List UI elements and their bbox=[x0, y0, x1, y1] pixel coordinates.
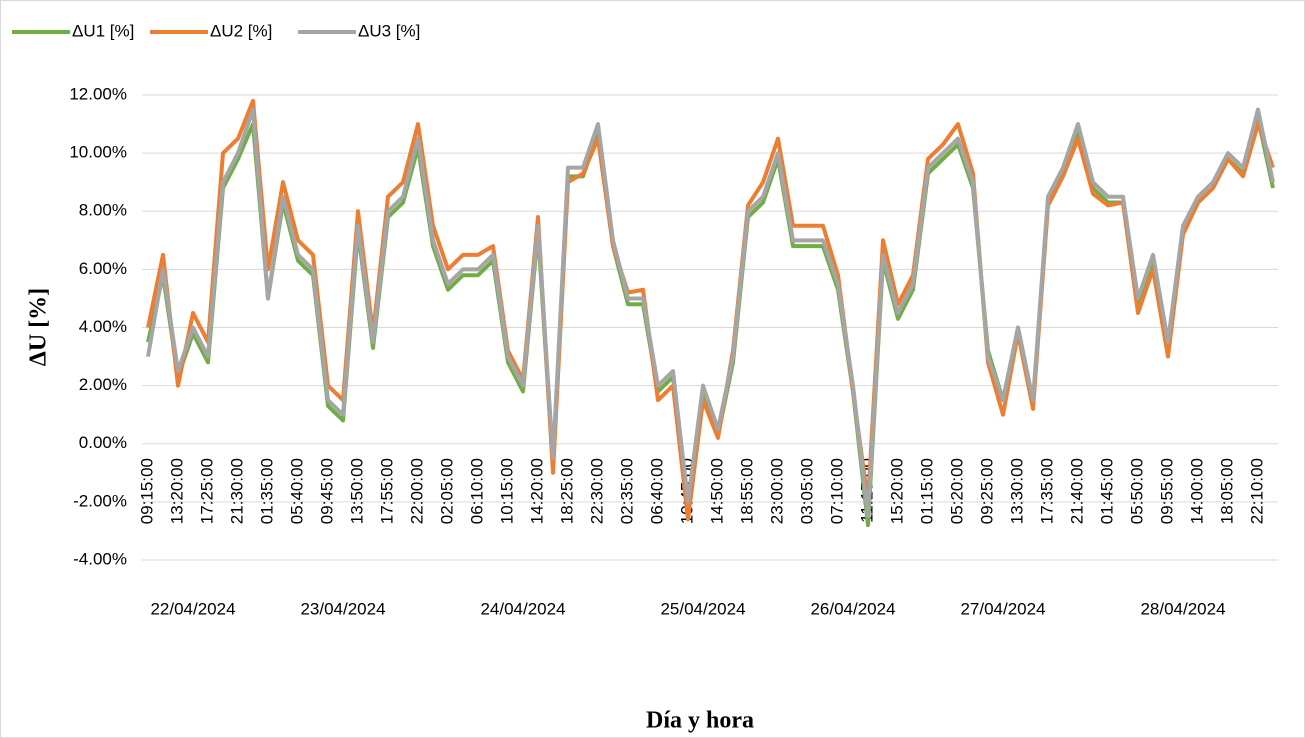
x-tick-label: 22:00:00 bbox=[407, 458, 426, 524]
x-tick-label: 18:25:00 bbox=[557, 458, 576, 524]
x-tick-label: 10:15:00 bbox=[497, 458, 516, 524]
x-tick-label: 02:35:00 bbox=[617, 458, 636, 524]
series-line bbox=[146, 107, 1275, 519]
x-tick-label: 06:10:00 bbox=[467, 458, 486, 524]
x-tick-label: 01:35:00 bbox=[257, 458, 276, 524]
x-tick-label: 03:05:00 bbox=[797, 458, 816, 524]
day-label: 25/04/2024 bbox=[660, 599, 745, 618]
y-tick-label: 12.00% bbox=[69, 84, 127, 103]
x-tick-label: 05:50:00 bbox=[1127, 458, 1146, 524]
x-tick-label: 01:45:00 bbox=[1097, 458, 1116, 524]
x-tick-label: 14:50:00 bbox=[707, 458, 726, 524]
x-tick-label: 05:40:00 bbox=[287, 458, 306, 524]
day-label: 22/04/2024 bbox=[150, 599, 235, 618]
x-tick-label: 05:20:00 bbox=[947, 458, 966, 524]
y-tick-label: -2.00% bbox=[73, 491, 127, 510]
legend-label: ΔU3 [%] bbox=[358, 21, 420, 40]
x-tick-label: 17:55:00 bbox=[377, 458, 396, 524]
x-tick-label: 09:15:00 bbox=[137, 458, 156, 524]
x-tick-label: 22:10:00 bbox=[1247, 458, 1266, 524]
x-tick-label: 13:30:00 bbox=[1007, 458, 1026, 524]
x-tick-label: 17:35:00 bbox=[1037, 458, 1056, 524]
x-tick-label: 14:20:00 bbox=[527, 458, 546, 524]
y-tick-label: 6.00% bbox=[79, 259, 127, 278]
day-label: 28/04/2024 bbox=[1140, 599, 1225, 618]
day-label: 23/04/2024 bbox=[300, 599, 385, 618]
day-label: 26/04/2024 bbox=[810, 599, 895, 618]
day-label: 24/04/2024 bbox=[480, 599, 565, 618]
x-axis-title: Día y hora bbox=[646, 708, 754, 734]
x-tick-label: 18:55:00 bbox=[737, 458, 756, 524]
x-tick-label: 07:10:00 bbox=[827, 458, 846, 524]
day-label: 27/04/2024 bbox=[960, 599, 1045, 618]
y-axis-title: ΔU [%] bbox=[26, 288, 52, 366]
x-tick-label: 23:00:00 bbox=[767, 458, 786, 524]
x-tick-label: 09:55:00 bbox=[1157, 458, 1176, 524]
y-tick-label: 0.00% bbox=[79, 433, 127, 452]
legend-label: ΔU2 [%] bbox=[210, 21, 272, 40]
y-tick-label: 2.00% bbox=[79, 375, 127, 394]
series-line bbox=[146, 98, 1275, 522]
x-tick-label: 21:40:00 bbox=[1067, 458, 1086, 524]
x-tick-label: 01:15:00 bbox=[917, 458, 936, 524]
y-tick-label: 4.00% bbox=[79, 317, 127, 336]
x-tick-label: 06:40:00 bbox=[647, 458, 666, 524]
x-tick-label: 09:25:00 bbox=[977, 458, 996, 524]
x-tick-label: 14:00:00 bbox=[1187, 458, 1206, 524]
x-tick-label: 09:45:00 bbox=[317, 458, 336, 524]
x-tick-label: 21:30:00 bbox=[227, 458, 246, 524]
x-tick-label: 15:20:00 bbox=[887, 458, 906, 524]
x-tick-label: 22:30:00 bbox=[587, 458, 606, 524]
x-tick-label: 18:05:00 bbox=[1217, 458, 1236, 524]
y-tick-label: 8.00% bbox=[79, 201, 127, 220]
y-tick-label: -4.00% bbox=[73, 549, 127, 568]
x-tick-label: 13:20:00 bbox=[167, 458, 186, 524]
x-tick-label: 02:05:00 bbox=[437, 458, 456, 524]
legend-label: ΔU1 [%] bbox=[72, 21, 134, 40]
x-tick-label: 17:25:00 bbox=[197, 458, 216, 524]
x-tick-label: 13:50:00 bbox=[347, 458, 366, 524]
y-tick-label: 10.00% bbox=[69, 143, 127, 162]
